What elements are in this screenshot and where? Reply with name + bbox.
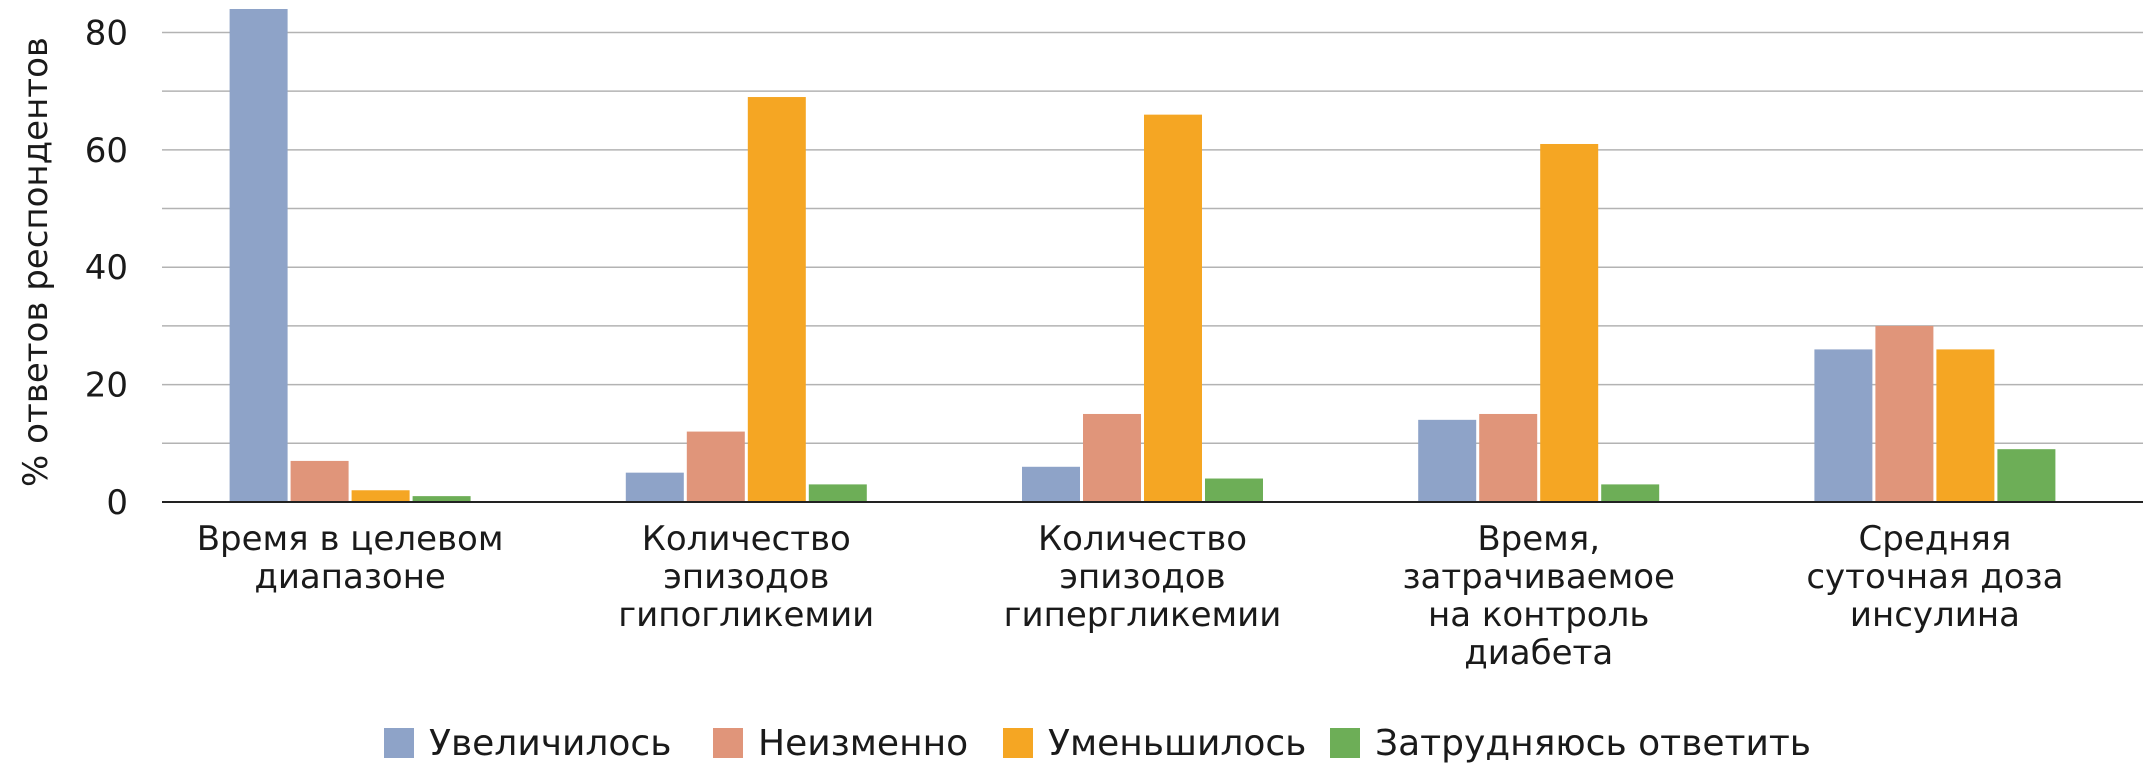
legend-swatch: [1003, 728, 1033, 758]
bar: [686, 431, 745, 502]
y-tick-label: 60: [85, 131, 128, 171]
bar: [229, 9, 288, 502]
x-category-label: гипогликемии: [618, 595, 874, 635]
bar: [1997, 449, 2056, 502]
x-category-label: инсулина: [1850, 595, 2020, 635]
y-tick-label: 20: [85, 366, 128, 406]
y-axis-ticks: 0 20 40 60 80: [85, 13, 128, 523]
y-tick-label: 80: [85, 13, 128, 53]
bar: [1540, 143, 1599, 502]
x-category-label: гипергликемии: [1004, 595, 1282, 635]
bar: [1936, 349, 1995, 502]
bar: [1144, 114, 1202, 503]
x-category-label: Количество: [642, 519, 851, 559]
x-category-label: Время в целевом: [197, 519, 504, 559]
x-category-label: суточная доза: [1806, 557, 2063, 597]
x-category-label: Время,: [1477, 519, 1600, 559]
legend-label: Неизменно: [758, 723, 968, 764]
bar: [1479, 413, 1538, 502]
bar: [1205, 478, 1263, 502]
bar: [1083, 413, 1141, 502]
bar: [290, 460, 349, 502]
y-tick-label: 40: [85, 248, 128, 288]
x-category-label: Средняя: [1858, 519, 2011, 559]
x-category-label: эпизодов: [1059, 557, 1225, 597]
x-category-label: диапазоне: [254, 557, 446, 597]
legend-label: Увеличилось: [429, 723, 671, 764]
bar: [1875, 325, 1934, 502]
x-category-label: эпизодов: [663, 557, 829, 597]
legend: Увеличилось Неизменно Уменьшилось Затрудняю…: [384, 723, 1811, 764]
legend-label: Затрудняюсь ответить: [1375, 723, 1811, 764]
y-tick-label: 0: [106, 483, 128, 523]
legend-swatch: [713, 728, 743, 758]
bar: [747, 97, 806, 503]
bar: [625, 472, 684, 502]
x-category-label: Количество: [1038, 519, 1247, 559]
bar: [808, 484, 867, 502]
x-category-label: затрачиваемое: [1402, 557, 1674, 597]
category-labels: Время в целевомдиапазонеКоличествоэпизод…: [197, 519, 2064, 673]
bar: [1601, 484, 1660, 502]
x-category-label: на контроль: [1428, 595, 1649, 635]
bar: [1814, 349, 1873, 502]
x-category-label: диабета: [1464, 633, 1613, 673]
legend-label: Уменьшилось: [1048, 723, 1306, 764]
bar: [412, 496, 471, 502]
legend-swatch: [1330, 728, 1360, 758]
legend-swatch: [384, 728, 414, 758]
bar: [1022, 466, 1080, 502]
bar: [1418, 419, 1477, 502]
y-axis-title: % ответов респондентов: [16, 37, 56, 487]
bars: [229, 9, 2056, 503]
bar: [351, 490, 410, 502]
